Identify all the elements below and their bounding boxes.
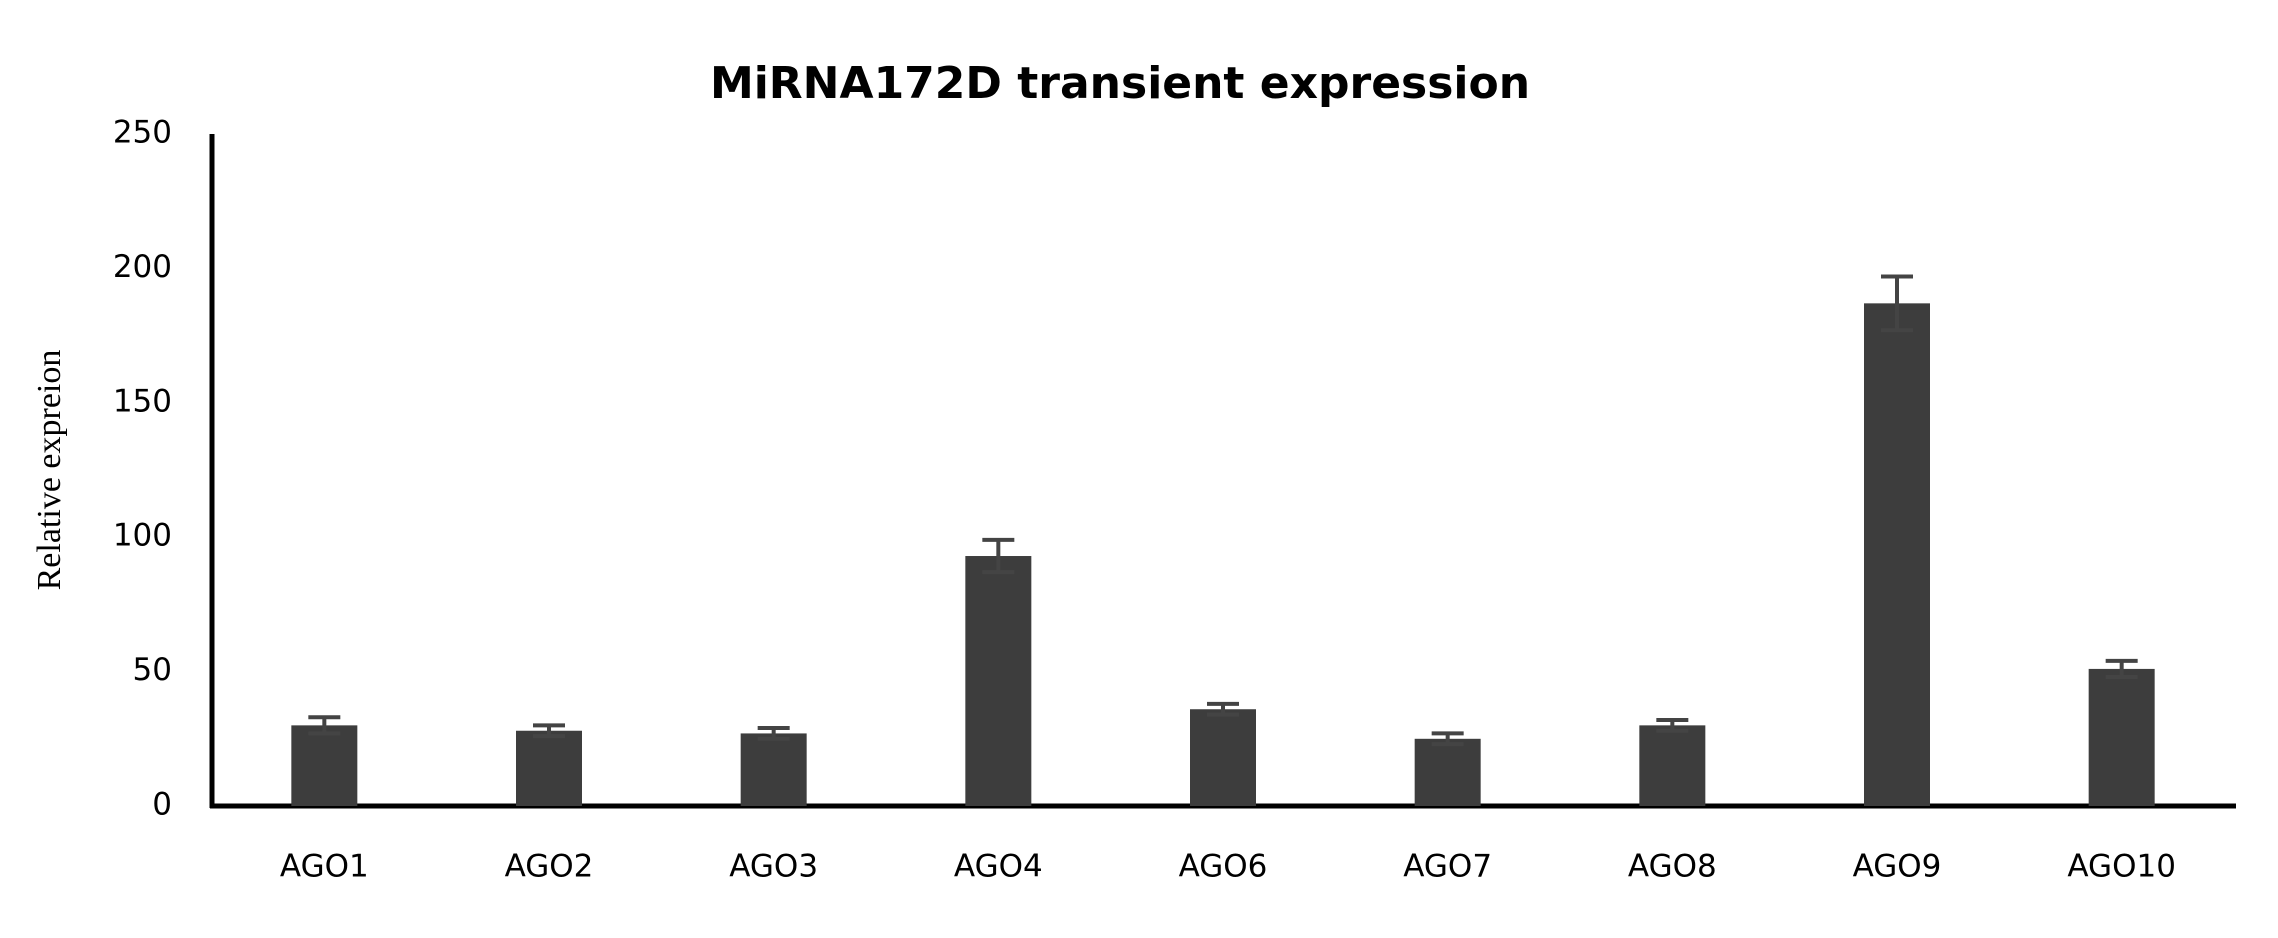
bar [291,725,358,806]
error-bar [308,715,341,736]
y-tick-label: 0 [152,787,172,823]
error-bar [533,723,565,739]
bar [2088,668,2155,806]
error-bar [757,726,790,741]
bar [740,733,807,806]
bar [516,730,582,806]
x-tick-label: AGO9 [1853,849,1942,885]
x-tick-label: AGO1 [280,849,369,885]
x-tick-label: AGO4 [954,849,1043,885]
error-bar [1656,717,1689,733]
y-tick-label: 250 [113,115,172,151]
error-bar [1431,731,1464,747]
y-axis-label: Relative expreion [31,350,68,591]
y-tick-label: 50 [133,652,172,688]
chart-title: MiRNA172D transient expression [710,58,1530,109]
error-bar [1207,701,1239,717]
x-tick-label: AGO3 [729,849,818,885]
error-bar [2105,658,2138,679]
bar [1190,709,1256,806]
y-tick-label: 200 [113,249,172,285]
x-tick-label: AGO8 [1628,849,1717,885]
x-tick-label: AGO7 [1403,849,1492,885]
bar [1639,725,1706,806]
x-tick-label: AGO10 [2067,849,2176,885]
y-tick-label: 100 [113,518,172,554]
bar [965,556,1032,806]
x-tick-label: AGO6 [1179,849,1268,885]
error-bar [1881,274,1913,333]
y-tick-label: 150 [113,383,172,419]
bar [1414,738,1481,806]
error-bar [982,537,1015,575]
x-tick-label: AGO2 [505,849,594,885]
bar [1864,303,1930,806]
